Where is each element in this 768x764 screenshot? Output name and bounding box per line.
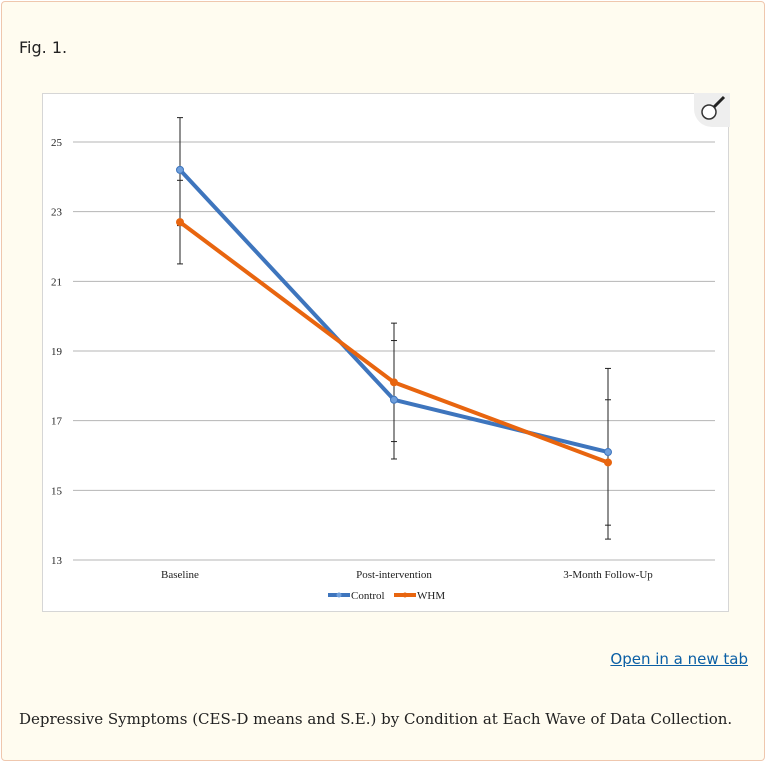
data-point <box>390 395 398 404</box>
y-tick-label: 21 <box>51 276 62 288</box>
figure-label: Fig. 1. <box>19 38 68 57</box>
legend-label: WHM <box>417 590 445 602</box>
data-point <box>604 458 612 467</box>
x-tick-label: 3-Month Follow-Up <box>563 569 653 581</box>
legend-marker <box>402 592 408 598</box>
y-tick-label: 17 <box>51 416 63 428</box>
figure-caption: Depressive Symptoms (CES-D means and S.E… <box>19 710 733 728</box>
open-in-new-tab-link[interactable]: Open in a new tab <box>610 650 748 668</box>
legend-marker <box>336 592 342 598</box>
legend-label: Control <box>351 590 385 602</box>
x-tick-label: Baseline <box>161 569 199 581</box>
y-tick-label: 19 <box>51 346 63 358</box>
x-tick-label: Post-intervention <box>356 569 432 581</box>
line-chart: 13 15 17 19 21 23 25 Baseline Post-intervention 3… <box>51 117 715 602</box>
y-tick-label: 25 <box>51 137 63 149</box>
data-point <box>604 448 612 457</box>
zoom-button[interactable] <box>694 93 730 127</box>
y-tick-label: 15 <box>51 485 63 497</box>
y-tick-label: 23 <box>51 207 63 219</box>
data-point <box>176 218 184 227</box>
magnifier-icon <box>701 95 726 120</box>
chart-frame: 13 15 17 19 21 23 25 Baseline Post-intervention 3… <box>42 93 729 612</box>
data-point <box>390 378 398 387</box>
data-point <box>176 165 184 174</box>
y-tick-label: 13 <box>51 555 63 567</box>
